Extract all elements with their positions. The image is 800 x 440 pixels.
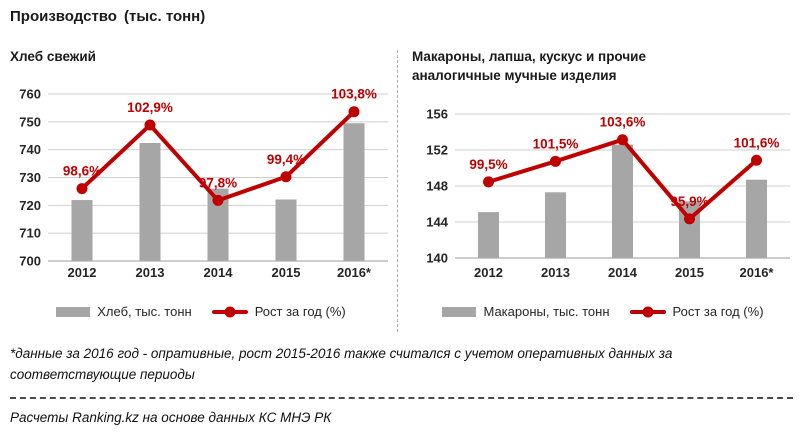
growth-label: 95,9% (670, 194, 708, 209)
y-axis-tick-label: 152 (426, 143, 448, 158)
x-axis-tick-label: 2012 (474, 265, 503, 280)
growth-label: 102,9% (127, 100, 173, 115)
growth-point (751, 154, 762, 166)
bar-legend-label: Макароны, тыс. тонн (483, 304, 610, 319)
growth-point (348, 106, 360, 118)
y-axis-tick-label: 700 (19, 254, 41, 269)
y-axis-tick-label: 740 (19, 142, 41, 157)
growth-point (617, 134, 628, 146)
y-axis-tick-label: 144 (426, 215, 448, 230)
pasta-chart-panel: Макароны, лапша, кускус и прочие аналоги… (412, 48, 794, 326)
bar-legend-swatch-icon (56, 306, 91, 317)
footnote: *данные за 2016 год - опративные, рост 2… (10, 346, 673, 382)
bar (71, 200, 93, 261)
y-axis-tick-label: 156 (426, 107, 448, 122)
x-axis-tick-label: 2012 (68, 265, 97, 280)
x-axis-tick-label: 2014 (204, 265, 234, 280)
line-legend-label: Рост за год (%) (672, 304, 764, 319)
growth-label: 101,5% (533, 136, 579, 151)
bar (343, 123, 365, 261)
x-axis-tick-label: 2016* (337, 265, 372, 280)
page-title-text: Производство (10, 8, 117, 25)
pasta-chart-legend: Макароны, тыс. тонн Рост за год (%) (412, 304, 794, 319)
x-axis-tick-label: 2013 (541, 265, 570, 280)
growth-point (144, 119, 156, 131)
y-axis-tick-label: 140 (426, 251, 448, 266)
x-axis-tick-label: 2015 (272, 265, 301, 280)
growth-label: 103,8% (331, 87, 377, 102)
y-axis-tick-label: 710 (19, 226, 41, 241)
x-axis-tick-label: 2016* (740, 265, 775, 280)
growth-label: 98,6% (63, 164, 101, 179)
y-axis-tick-label: 750 (19, 114, 41, 129)
bar (545, 192, 566, 258)
x-axis-tick-label: 2014 (608, 265, 638, 280)
growth-point (76, 183, 88, 195)
bar (207, 188, 229, 261)
line-legend-label: Рост за год (%) (254, 304, 346, 319)
bar (478, 212, 499, 258)
bar (746, 179, 767, 258)
panel-divider (397, 50, 398, 332)
x-axis-tick-label: 2015 (675, 265, 704, 280)
y-axis-tick-label: 148 (426, 179, 448, 194)
page-title: Производство (тыс. тонн) (10, 8, 205, 25)
bread-chart-panel: Хлеб свежий 700 710 720 730 740 750 760 98,6% 10… (10, 48, 392, 326)
bar (612, 144, 633, 258)
y-axis-tick-label: 720 (19, 198, 41, 213)
bar-legend-label: Хлеб, тыс. тонн (97, 304, 192, 319)
growth-label: 99,5% (469, 157, 507, 172)
growth-point (212, 194, 224, 206)
line-legend-marker-icon (629, 306, 666, 317)
growth-point (483, 176, 494, 188)
pasta-chart-title: Макароны, лапша, кускус и прочие аналоги… (412, 49, 646, 83)
line-legend-marker-icon (211, 306, 248, 317)
bread-chart-legend: Хлеб, тыс. тонн Рост за год (%) (10, 304, 392, 319)
x-axis-tick-label: 2013 (136, 265, 165, 280)
growth-point (550, 155, 561, 167)
bar (275, 199, 297, 261)
growth-label: 99,4% (267, 152, 305, 167)
bar-legend-swatch-icon (442, 306, 477, 317)
page-title-unit: (тыс. тонн) (123, 8, 206, 25)
y-axis-tick-label: 730 (19, 170, 41, 185)
bar (139, 142, 161, 261)
pasta-chart: 140 144 148 152 156 99,5% 101,5% 103,6% 95,9% 101… (426, 107, 790, 280)
growth-label: 103,6% (600, 115, 646, 130)
growth-point (684, 213, 695, 225)
bread-chart: 700 710 720 730 740 750 760 98,6% 102,9% 97,8% 99,… (19, 87, 388, 280)
y-axis-tick-label: 760 (19, 87, 41, 102)
growth-point (280, 171, 292, 183)
source-note: Расчеты Ranking.kz на основе данных КС М… (10, 410, 332, 425)
bread-chart-title: Хлеб свежий (10, 49, 96, 64)
growth-label: 97,8% (199, 175, 237, 190)
growth-label: 101,6% (734, 135, 780, 150)
dashed-rule (10, 397, 793, 399)
